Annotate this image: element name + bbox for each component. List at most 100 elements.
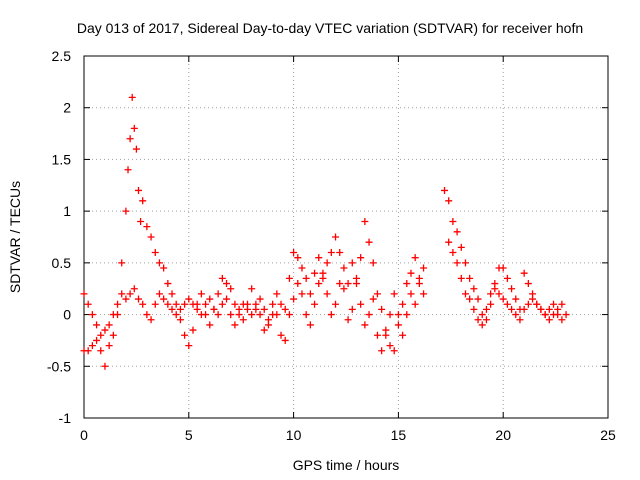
data-point xyxy=(227,285,235,293)
data-point xyxy=(529,295,537,303)
x-tick-label: 10 xyxy=(286,427,302,443)
data-point xyxy=(298,290,306,298)
data-point xyxy=(101,362,109,370)
data-point xyxy=(461,290,469,298)
data-point xyxy=(88,311,96,319)
data-point xyxy=(487,300,495,308)
data-point xyxy=(88,342,96,350)
data-point xyxy=(344,316,352,324)
data-point xyxy=(277,300,285,308)
data-point xyxy=(93,336,101,344)
data-point xyxy=(189,300,197,308)
x-tick-label: 15 xyxy=(391,427,407,443)
data-point xyxy=(143,311,151,319)
data-point xyxy=(164,300,172,308)
data-point xyxy=(340,285,348,293)
data-point xyxy=(239,300,247,308)
data-point xyxy=(160,264,168,272)
data-point xyxy=(545,316,553,324)
data-point xyxy=(298,264,306,272)
y-tick-label: -1 xyxy=(59,410,72,426)
data-point xyxy=(403,311,411,319)
data-point xyxy=(512,311,520,319)
data-point xyxy=(181,331,189,339)
data-point xyxy=(407,269,415,277)
data-point xyxy=(223,295,231,303)
data-point xyxy=(378,305,386,313)
data-point xyxy=(290,249,298,257)
data-point xyxy=(503,274,511,282)
data-point xyxy=(281,305,289,313)
data-point xyxy=(269,300,277,308)
data-point xyxy=(122,295,130,303)
data-point xyxy=(399,331,407,339)
x-tick-label: 5 xyxy=(185,427,193,443)
data-point xyxy=(533,300,541,308)
data-point xyxy=(132,145,140,153)
data-point xyxy=(181,300,189,308)
data-point xyxy=(373,290,381,298)
data-point xyxy=(323,290,331,298)
data-point xyxy=(516,316,524,324)
data-point xyxy=(185,342,193,350)
data-point xyxy=(130,285,138,293)
data-point xyxy=(520,269,528,277)
data-point xyxy=(394,321,402,329)
data-point xyxy=(441,186,449,194)
data-point xyxy=(256,311,264,319)
data-point xyxy=(319,269,327,277)
data-point xyxy=(311,269,319,277)
data-point xyxy=(545,305,553,313)
data-point xyxy=(151,249,159,257)
data-point xyxy=(97,347,105,355)
y-tick-label: 1.5 xyxy=(52,151,72,167)
data-point xyxy=(124,166,132,174)
data-point xyxy=(512,295,520,303)
data-point xyxy=(105,342,113,350)
data-point xyxy=(361,217,369,225)
data-point xyxy=(558,300,566,308)
y-tick-label: 0.5 xyxy=(52,255,72,271)
data-point xyxy=(445,238,453,246)
data-point xyxy=(214,311,222,319)
data-point xyxy=(218,300,226,308)
x-tick-label: 25 xyxy=(600,427,616,443)
data-point xyxy=(386,342,394,350)
data-point xyxy=(147,316,155,324)
data-point xyxy=(130,124,138,132)
data-point xyxy=(128,93,136,101)
data-point xyxy=(453,228,461,236)
data-point xyxy=(139,300,147,308)
data-point xyxy=(189,326,197,334)
data-point xyxy=(508,285,516,293)
data-point xyxy=(487,290,495,298)
data-point xyxy=(197,290,205,298)
data-point xyxy=(206,321,214,329)
data-point xyxy=(369,295,377,303)
data-point xyxy=(327,249,335,257)
data-point xyxy=(332,300,340,308)
data-point xyxy=(290,295,298,303)
data-point xyxy=(176,316,184,324)
x-axis-label: GPS time / hours xyxy=(293,457,400,473)
data-point xyxy=(134,186,142,194)
data-point xyxy=(466,274,474,282)
data-point xyxy=(457,243,465,251)
data-point xyxy=(399,300,407,308)
data-point xyxy=(311,300,319,308)
data-point xyxy=(390,290,398,298)
data-point xyxy=(357,300,365,308)
data-point xyxy=(151,300,159,308)
data-point xyxy=(273,290,281,298)
data-point xyxy=(126,290,134,298)
data-point xyxy=(449,249,457,257)
data-point xyxy=(315,280,323,288)
data-point xyxy=(139,197,147,205)
data-point xyxy=(118,290,126,298)
data-point xyxy=(134,295,142,303)
series-2-markers xyxy=(80,238,566,355)
data-point xyxy=(306,290,314,298)
plot-frame xyxy=(83,55,609,419)
data-point xyxy=(143,223,151,231)
data-point xyxy=(520,305,528,313)
